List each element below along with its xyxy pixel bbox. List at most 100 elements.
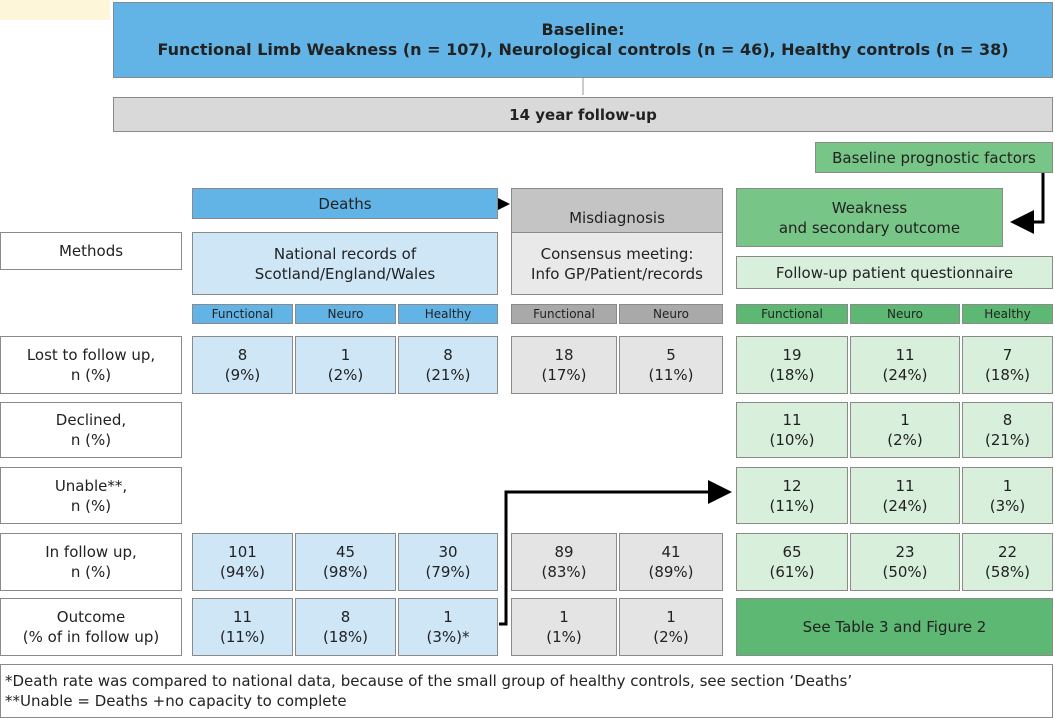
text: Declined, (55, 411, 127, 429)
cell: 8 (9%) (192, 336, 293, 394)
cell: 11 (24%) (850, 467, 960, 524)
text: Misdiagnosis (569, 208, 665, 227)
cell: 65 (61%) (736, 533, 848, 591)
text: (3%)* (426, 628, 470, 646)
text: Neuro (887, 307, 923, 321)
text: 8 (340, 608, 351, 626)
cell: 12 (11%) (736, 467, 848, 524)
cell: 22 (58%) (962, 533, 1053, 591)
text: Baseline prognostic factors (832, 148, 1036, 167)
text: 23 (895, 543, 915, 561)
text: n (%) (70, 366, 112, 384)
text: Healthy (984, 307, 1031, 321)
text: (24%) (882, 366, 928, 384)
cell: 41 (89%) (619, 533, 723, 591)
cell: 89 (83%) (511, 533, 617, 591)
text: Neuro (653, 307, 689, 321)
text: (89%) (648, 563, 694, 581)
text: **Unable = Deaths +no capacity to comple… (5, 692, 347, 710)
text: Methods (58, 242, 124, 260)
text: (11%) (769, 496, 815, 515)
text: (10%) (769, 431, 815, 449)
section-title: Weakness and secondary outcome (736, 188, 1003, 247)
outcome-note: See Table 3 and Figure 2 (736, 598, 1053, 656)
section-method: National records of Scotland/England/Wale… (192, 232, 498, 295)
arrow (499, 480, 732, 626)
group-header: Neuro (295, 304, 396, 324)
text: Baseline: (541, 20, 625, 39)
text: (98%) (322, 563, 369, 581)
cell: 1 (1%) (511, 598, 617, 656)
text: 14 year follow-up (509, 105, 657, 124)
text: Weakness (831, 198, 908, 217)
row-label: Declined, n (%) (0, 402, 182, 458)
cell: 5 (11%) (619, 336, 723, 394)
cell: 11 (11%) (192, 598, 293, 656)
text: (11%) (219, 628, 266, 646)
text: Follow-up patient questionnaire (775, 263, 1014, 282)
cell: 45 (98%) (295, 533, 396, 591)
text: See Table 3 and Figure 2 (802, 618, 987, 636)
text: 11 (895, 346, 915, 364)
text: n (%) (70, 496, 112, 515)
section-title: Deaths (192, 188, 498, 219)
text: 8 (237, 346, 248, 364)
row-label: Unable**, n (%) (0, 467, 182, 524)
text: (83%) (541, 563, 587, 581)
text: Functional (761, 307, 823, 321)
text: Outcome (56, 608, 126, 626)
text: 22 (997, 543, 1018, 561)
text: (58%) (984, 563, 1031, 581)
text: 1 (666, 608, 676, 626)
text: In follow up, (45, 543, 137, 561)
arrow (1010, 173, 1045, 234)
row-label: In follow up, n (%) (0, 533, 182, 591)
text: Neuro (327, 307, 364, 321)
text: 41 (661, 543, 681, 561)
text: (61%) (769, 563, 815, 581)
cell: 1 (3%) (962, 467, 1053, 524)
text: (79%) (425, 563, 471, 581)
row-label: Outcome (% of in follow up) (0, 598, 182, 656)
text: (11%) (648, 366, 694, 384)
text: 1 (443, 608, 453, 626)
text: (18%) (322, 628, 369, 646)
section-method: Consensus meeting: Info GP/Patient/record… (511, 232, 723, 295)
text: Functional Limb Weakness (n = 107), Neur… (157, 40, 1009, 59)
text: (17%) (541, 366, 587, 384)
text: and secondary outcome (778, 218, 961, 237)
prognostic-box: Baseline prognostic factors (815, 142, 1053, 173)
text: (21%) (425, 366, 471, 384)
text: 18 (554, 346, 574, 364)
text: 11 (782, 411, 802, 429)
group-header: Functional (511, 304, 617, 324)
text: n (%) (70, 431, 112, 449)
text: (3%) (989, 496, 1026, 515)
text: 8 (1002, 411, 1013, 429)
text: 30 (438, 543, 458, 561)
followup-box: 14 year follow-up (113, 97, 1053, 132)
text: (2%) (887, 431, 923, 449)
cell: 1 (2%) (850, 402, 960, 458)
text: (9%) (224, 366, 261, 384)
text: National records of (273, 244, 417, 263)
text: 1 (1002, 476, 1013, 495)
text: 101 (228, 543, 257, 561)
text: 7 (1002, 346, 1013, 364)
cell: 101 (94%) (192, 533, 293, 591)
text: Functional (211, 307, 274, 321)
cell: 8 (21%) (962, 402, 1053, 458)
group-header: Functional (736, 304, 848, 324)
text: Healthy (424, 307, 472, 321)
text: (18%) (769, 366, 815, 384)
text: Lost to follow up, (26, 346, 156, 364)
text: 5 (666, 346, 676, 364)
text: 11 (232, 608, 253, 626)
text: (2%) (327, 366, 364, 384)
text: (2%) (653, 628, 689, 646)
text: (94%) (219, 563, 266, 581)
text: 12 (782, 476, 802, 495)
footnotes: *Death rate was compared to national dat… (0, 664, 1053, 718)
text: 89 (554, 543, 574, 561)
